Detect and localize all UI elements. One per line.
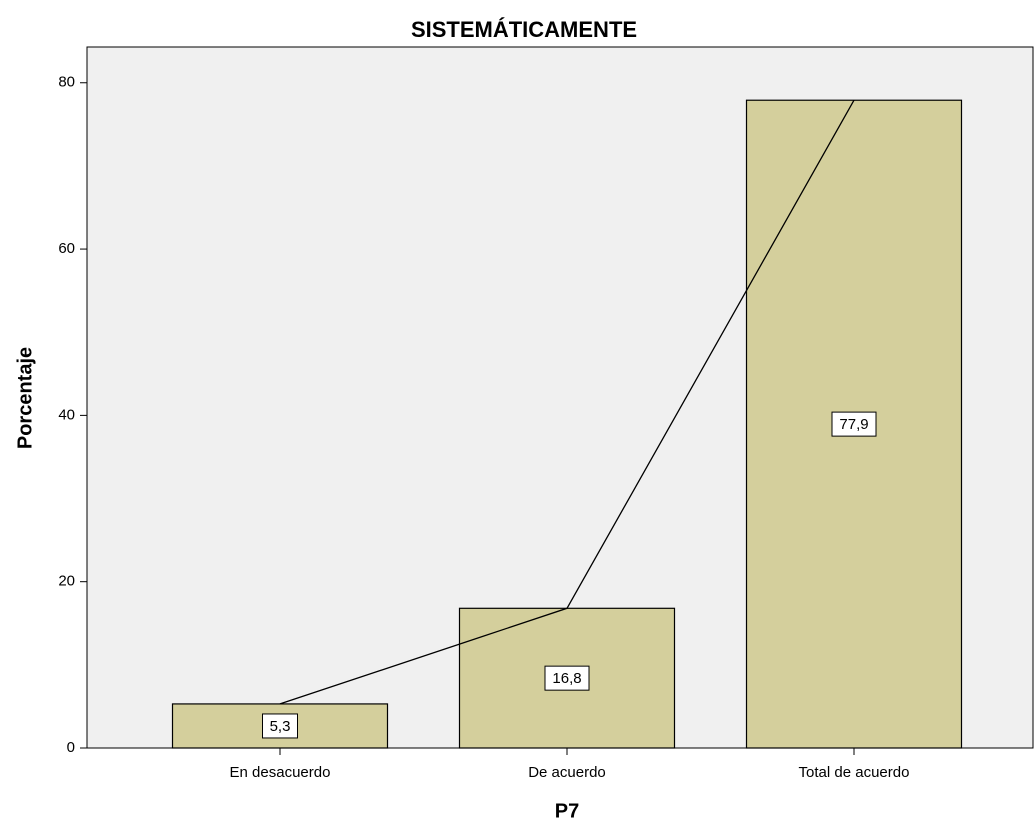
chart-title: SISTEMÁTICAMENTE	[411, 17, 637, 42]
x-tick-label: En desacuerdo	[230, 764, 331, 781]
x-tick-label: De acuerdo	[528, 764, 606, 781]
value-label: 77,9	[839, 416, 868, 433]
value-label: 16,8	[552, 670, 581, 687]
value-label-box	[262, 713, 298, 739]
y-tick-label: 80	[58, 74, 75, 91]
trend-line	[279, 99, 855, 705]
value-label-box	[544, 665, 590, 691]
y-axis-title: Porcentaje	[14, 347, 36, 449]
x-tick-label: Total de acuerdo	[799, 764, 910, 781]
y-tick-label: 0	[67, 739, 75, 756]
y-tick-label: 40	[58, 406, 75, 423]
x-axis-title: P7	[555, 800, 579, 822]
y-tick-label: 20	[58, 573, 75, 590]
y-tick-label: 60	[58, 240, 75, 257]
value-label-box	[831, 411, 877, 437]
value-label: 5,3	[270, 718, 291, 735]
